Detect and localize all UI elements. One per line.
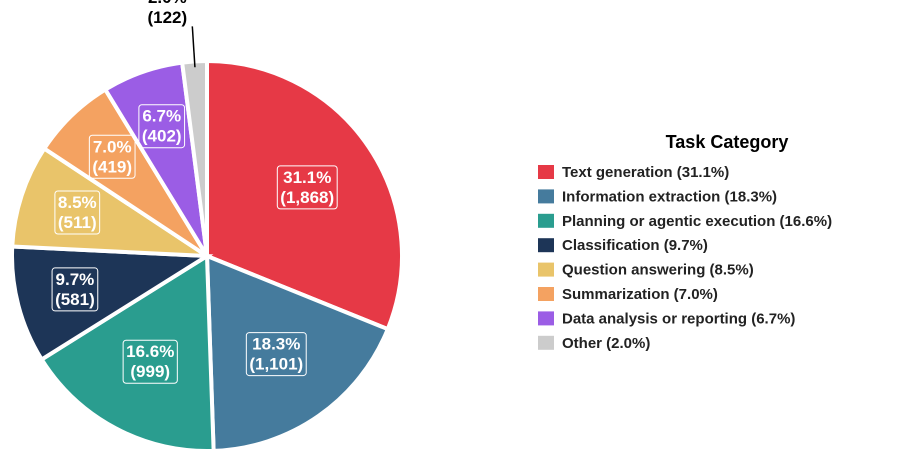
data-label-box: [122, 339, 178, 384]
legend-swatch: [538, 262, 554, 277]
pie-slice: [204, 252, 391, 450]
pie-slice: [10, 244, 214, 363]
data-label-count: (1,868): [280, 188, 334, 207]
data-label-percent: 16.6%: [126, 342, 174, 361]
data-label-percent: 9.7%: [56, 270, 95, 289]
data-label-percent: 18.3%: [252, 335, 300, 354]
data-label-count: (999): [130, 362, 170, 381]
legend-swatch: [538, 335, 554, 350]
legend-label: Classification (9.7%): [562, 237, 708, 254]
data-label-percent: 8.5%: [58, 193, 97, 212]
legend-label: Text generation (31.1%): [562, 164, 729, 181]
leader-line: [191, 26, 196, 68]
data-label-count: (511): [58, 213, 97, 232]
data-label-percent: 7.0%: [93, 137, 132, 156]
legend-label: Information extraction (18.3%): [562, 188, 777, 205]
legend-label: Planning or agentic execution (16.6%): [562, 213, 832, 230]
legend-label: Other (2.0%): [562, 335, 650, 352]
data-label-percent: 2.0%: [148, 0, 187, 7]
data-label-count: (122): [147, 8, 187, 27]
pie-slice: [38, 252, 216, 450]
legend-label: Summarization (7.0%): [562, 286, 718, 303]
data-label-count: (581): [55, 290, 95, 309]
data-label-percent: 31.1%: [283, 168, 331, 187]
data-label-percent: 6.7%: [142, 107, 181, 126]
legend-swatch: [538, 213, 554, 228]
legend-swatch: [538, 189, 554, 204]
data-label-box: [51, 267, 99, 312]
pie-slice: [10, 145, 215, 259]
legend-swatch: [538, 165, 554, 179]
data-label-box: [88, 134, 136, 179]
legend-swatch: [538, 311, 554, 326]
legend-label: Question answering (8.5%): [562, 262, 754, 279]
legend-swatch: [538, 238, 554, 253]
data-label-box: [245, 332, 307, 377]
legend-label: Data analysis or reporting (6.7%): [562, 310, 795, 327]
pie-slice: [205, 58, 404, 332]
data-label-box: [138, 104, 186, 149]
data-label-box: [54, 190, 101, 235]
data-label-count: (1,101): [249, 355, 303, 374]
legend-title: Task Category: [666, 132, 789, 152]
data-label-count: (419): [92, 157, 132, 176]
legend-swatch: [538, 287, 554, 301]
data-label-box: [276, 165, 338, 210]
data-label-count: (402): [142, 127, 182, 146]
